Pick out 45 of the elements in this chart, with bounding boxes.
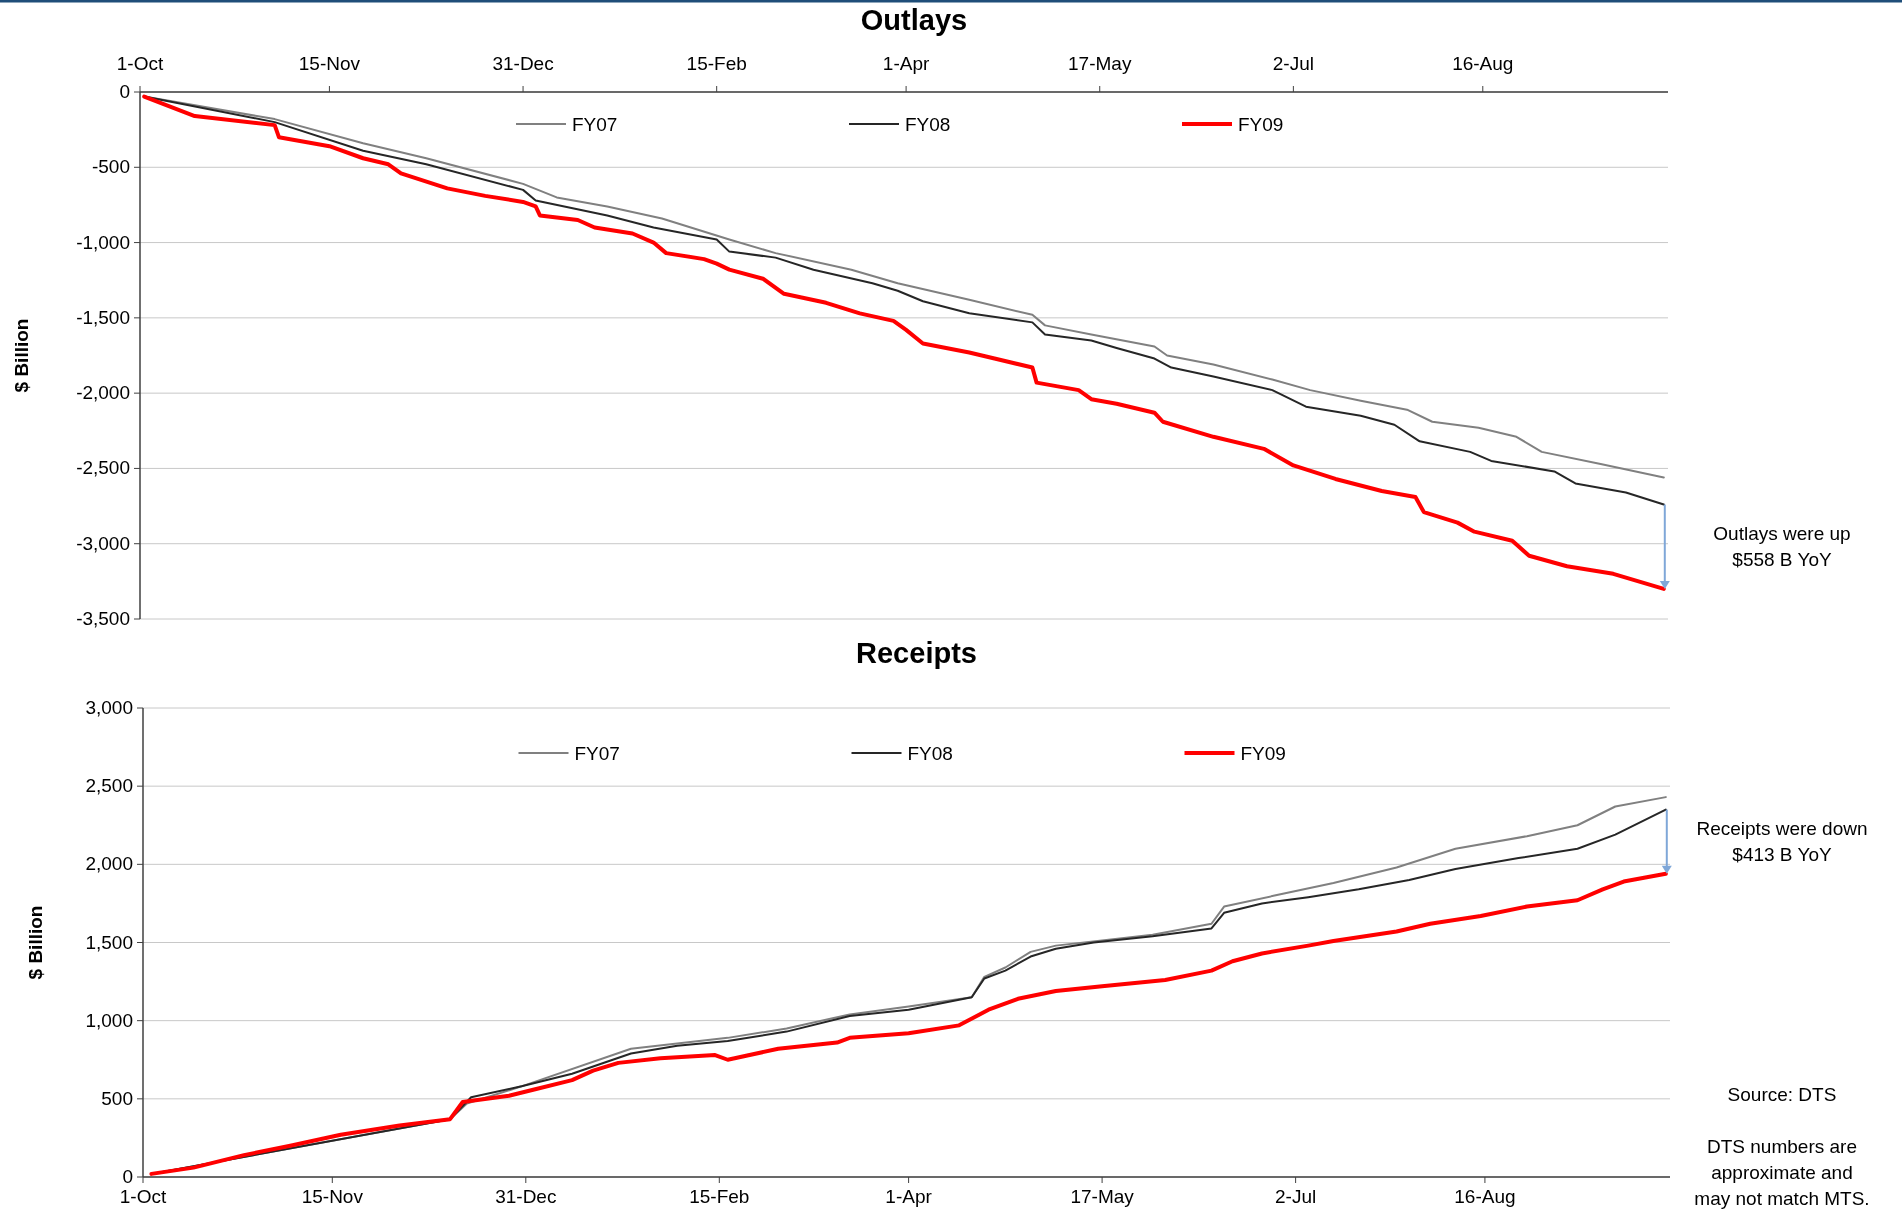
y-tick-label: 2,500 xyxy=(85,775,133,797)
x-tick-label: 15-Nov xyxy=(298,53,361,74)
x-tick-label: 17-May xyxy=(1068,53,1132,74)
text: Receipts were down $413 B YoY xyxy=(1696,817,1868,865)
legend-label: FY08 xyxy=(905,114,951,135)
y-tick-label: -1,000 xyxy=(76,231,130,253)
y-tick-label: -3,000 xyxy=(76,532,130,554)
y-tick-label: 1,500 xyxy=(85,931,133,953)
y-tick-label: -2,500 xyxy=(76,457,130,479)
source-note: Source: DTS xyxy=(1727,1084,1837,1105)
legend-label: FY07 xyxy=(574,743,620,764)
chart-title: Outlays xyxy=(860,4,968,36)
x-tick-label: 31-Dec xyxy=(492,53,554,74)
y-tick-label: -500 xyxy=(91,156,130,178)
y-tick-label: 3,000 xyxy=(85,697,133,718)
x-tick-label: 1-Apr xyxy=(885,1186,933,1207)
chart-title: Receipts xyxy=(856,637,977,669)
y-tick-label: 0 xyxy=(119,81,130,102)
x-tick-label: 1-Oct xyxy=(116,53,164,74)
y-tick-label: -2,000 xyxy=(76,382,130,404)
legend-label: FY08 xyxy=(907,743,953,764)
x-tick-label: 1-Oct xyxy=(119,1186,167,1207)
x-tick-label: 1-Apr xyxy=(882,53,930,74)
y-tick-label: 500 xyxy=(101,1087,133,1109)
x-tick-label: 16-Aug xyxy=(1454,1186,1516,1207)
y-tick-label: -3,500 xyxy=(76,608,130,629)
x-tick-label: 17-May xyxy=(1070,1186,1135,1207)
x-tick-label: 16-Aug xyxy=(1452,53,1514,74)
y-tick-label: 0 xyxy=(122,1166,133,1187)
x-tick-label: 15-Feb xyxy=(686,53,747,74)
y-axis-title: $ Billion xyxy=(25,905,46,980)
x-tick-label: 31-Dec xyxy=(495,1186,557,1207)
legend-label: FY09 xyxy=(1240,743,1286,764)
legend-label: FY09 xyxy=(1238,114,1284,135)
y-axis-title: $ Billion xyxy=(11,318,32,393)
x-tick-label: 15-Feb xyxy=(689,1186,750,1207)
y-tick-label: 2,000 xyxy=(85,853,133,875)
y-tick-label: 1,000 xyxy=(85,1009,133,1031)
text: DTS numbers are approximate and may not match MTS. xyxy=(1694,1136,1870,1209)
x-tick-label: 15-Nov xyxy=(301,1186,364,1207)
legend-label: FY07 xyxy=(572,114,618,135)
x-tick-label: 2-Jul xyxy=(1272,53,1314,74)
x-tick-label: 2-Jul xyxy=(1275,1186,1317,1207)
y-tick-label: -1,500 xyxy=(76,306,130,328)
text: Outlays were up $558 B YoY xyxy=(1713,522,1851,570)
